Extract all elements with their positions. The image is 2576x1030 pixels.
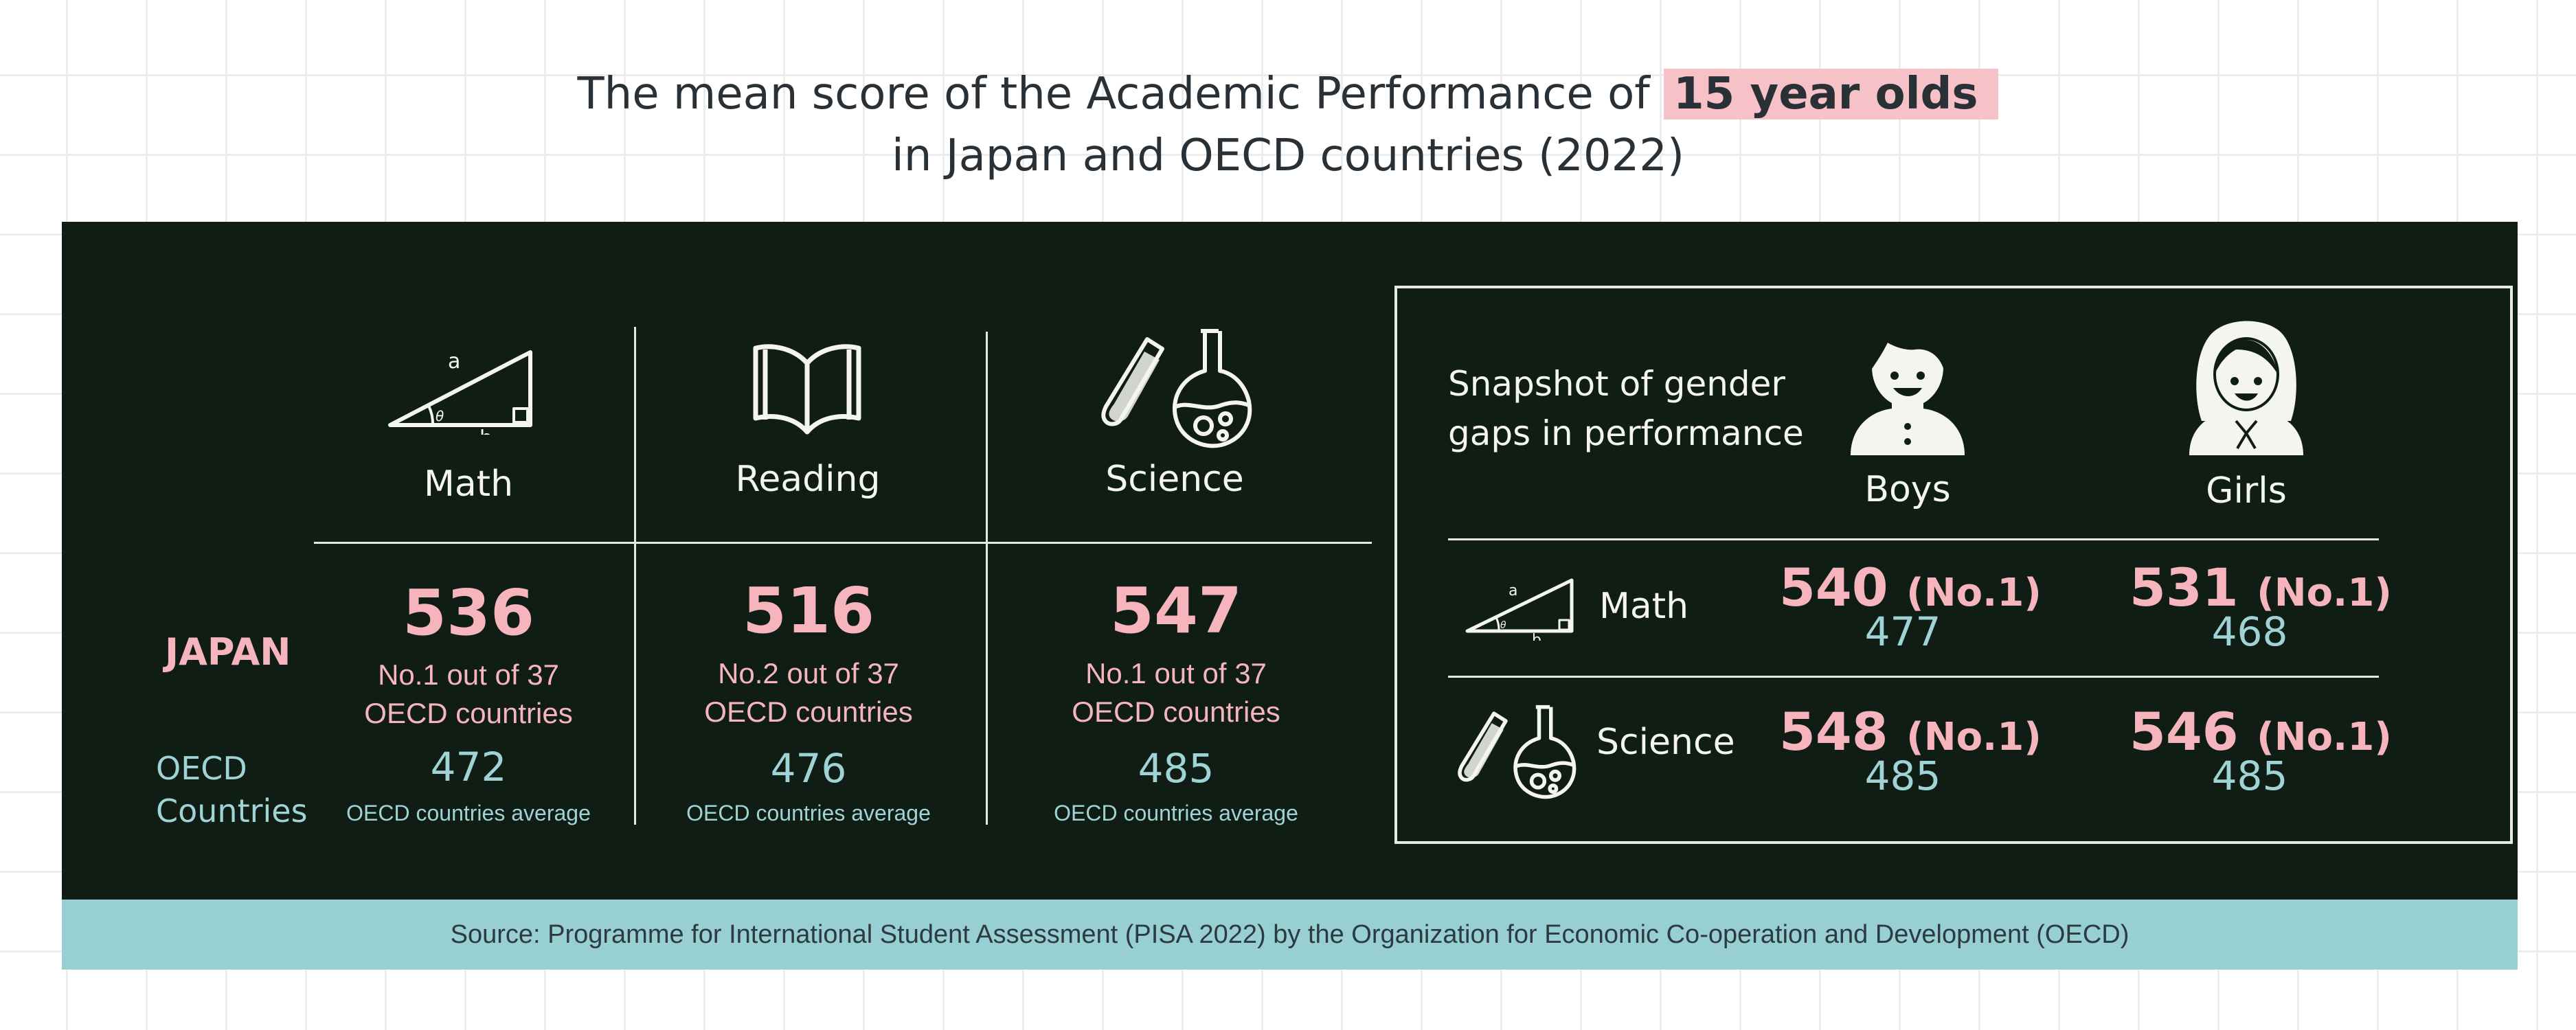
flask-test-tube-icon bbox=[1101, 329, 1252, 448]
gender-row-label-math: Math bbox=[1599, 586, 1689, 627]
gender-gap-box bbox=[1394, 286, 2513, 844]
row-label-oecd: OECD Countries bbox=[156, 750, 308, 829]
boys-oecd-science: 485 bbox=[1864, 753, 1941, 799]
divider-vertical-1 bbox=[634, 327, 636, 825]
girls-score-math: 531 (No.1) bbox=[2129, 557, 2392, 618]
svg-text:θ: θ bbox=[436, 408, 444, 424]
subject-label-math: Math bbox=[423, 464, 514, 505]
gender-divider-1 bbox=[1448, 538, 2379, 540]
gender-science-flask-icon bbox=[1458, 705, 1577, 799]
svg-text:b: b bbox=[1532, 632, 1541, 641]
japan-rank-math: No.1 out of 37 OECD countries bbox=[364, 659, 573, 729]
title-line-1: The mean score of the Academic Performan… bbox=[0, 63, 2576, 125]
japan-score-science: 547 bbox=[1109, 574, 1243, 648]
boys-score-science: 548 (No.1) bbox=[1779, 701, 2042, 762]
svg-text:a: a bbox=[1509, 582, 1517, 599]
triangle-icon: a θ b bbox=[388, 350, 532, 435]
title-highlight: 15 year olds bbox=[1664, 69, 1999, 119]
boys-label: Boys bbox=[1864, 469, 1951, 510]
girls-oecd-math: 468 bbox=[2211, 608, 2288, 655]
gender-divider-2 bbox=[1448, 676, 2379, 678]
boys-oecd-math: 477 bbox=[1864, 608, 1941, 655]
open-book-icon bbox=[753, 344, 861, 435]
oecd-avg-science: 485 bbox=[1138, 745, 1214, 792]
gender-gap-title: Snapshot of gender gaps in performance bbox=[1448, 364, 1804, 453]
svg-text:b: b bbox=[479, 426, 493, 435]
divider-vertical-2 bbox=[986, 332, 988, 825]
japan-rank-science: No.1 out of 37 OECD countries bbox=[1072, 657, 1280, 728]
subject-label-science: Science bbox=[1105, 459, 1244, 500]
svg-text:θ: θ bbox=[1500, 620, 1506, 631]
title-line-2: in Japan and OECD countries (2022) bbox=[892, 130, 1684, 181]
gender-row-label-science: Science bbox=[1596, 722, 1735, 763]
japan-rank-reading: No.2 out of 37 OECD countries bbox=[704, 657, 913, 728]
girl-icon bbox=[2189, 321, 2303, 455]
chalkboard-panel: a θ b Math Reading Science JAPAN OECD bbox=[62, 222, 2518, 900]
oecd-avg-label-science: OECD countries average bbox=[1054, 801, 1298, 825]
girls-oecd-science: 485 bbox=[2211, 753, 2288, 799]
row-label-japan: JAPAN bbox=[165, 630, 291, 674]
oecd-avg-label-reading: OECD countries average bbox=[686, 801, 931, 825]
oecd-avg-label-math: OECD countries average bbox=[346, 801, 591, 825]
girls-label: Girls bbox=[2206, 470, 2287, 512]
oecd-avg-reading: 476 bbox=[770, 745, 847, 792]
source-bar: Source: Programme for International Stud… bbox=[62, 900, 2518, 970]
boys-score-math: 540 (No.1) bbox=[1779, 557, 2042, 618]
subject-label-reading: Reading bbox=[735, 459, 881, 500]
svg-text:a: a bbox=[448, 350, 460, 374]
japan-score-reading: 516 bbox=[742, 574, 875, 648]
divider-horizontal bbox=[314, 542, 1372, 544]
gender-math-triangle-icon: a θ b bbox=[1465, 578, 1574, 641]
japan-score-math: 536 bbox=[402, 576, 535, 650]
boy-icon bbox=[1851, 323, 1965, 455]
girls-score-science: 546 (No.1) bbox=[2129, 701, 2392, 762]
page-title: The mean score of the Academic Performan… bbox=[0, 63, 2576, 187]
oecd-avg-math: 472 bbox=[430, 744, 507, 790]
